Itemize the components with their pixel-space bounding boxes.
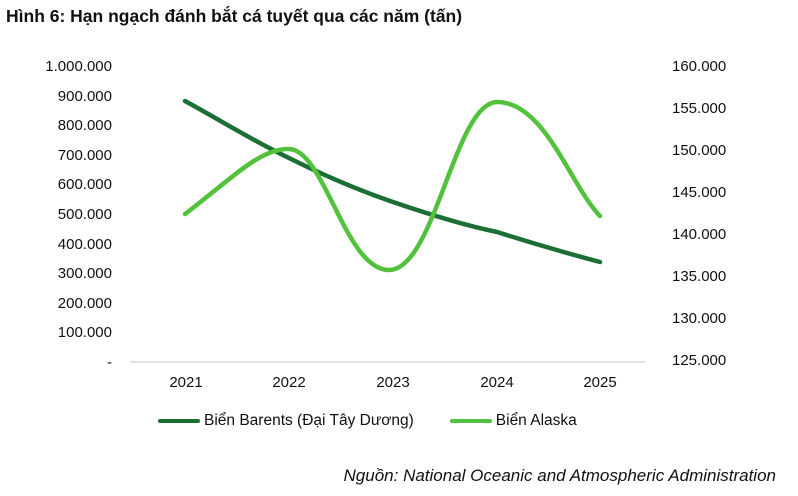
left-y-tick: 1.000.000 [45,58,112,75]
x-tick: 2021 [169,374,203,391]
right-y-tick: 140.000 [672,226,727,243]
left-y-tick: 600.000 [57,176,112,193]
left-y-tick: 800.000 [57,117,112,134]
left-y-tick: 400.000 [57,236,112,253]
legend-label: Biển Alaska [495,412,577,429]
x-tick: 2024 [480,374,514,391]
left-y-tick: 900.000 [57,88,112,105]
legend-item-alaska: Biển Alaska [449,412,577,430]
left-y-tick: 100.000 [57,324,112,341]
chart-title: Hình 6: Hạn ngạch đánh bắt cá tuyết qua … [6,6,463,26]
x-tick: 2022 [272,374,306,391]
legend: Biển Barents (Đại Tây Dương) Biển Alaska [158,412,613,430]
right-y-tick: 150.000 [672,142,727,159]
left-y-tick: 200.000 [57,295,112,312]
right-y-tick: 155.000 [672,100,727,117]
right-y-tick: 125.000 [672,352,727,369]
right-y-tick: 130.000 [672,310,727,327]
x-tick: 2023 [376,374,410,391]
legend-item-barents: Biển Barents (Đại Tây Dương) [158,412,414,430]
legend-swatch-barents [158,419,200,423]
left-y-tick: 500.000 [57,206,112,223]
legend-label: Biển Barents (Đại Tây Dương) [204,412,414,429]
series-line-alaska [182,99,603,273]
left-y-tick: - [107,354,112,371]
series-line-barents [182,98,603,265]
right-y-tick: 135.000 [672,268,727,285]
right-y-tick: 160.000 [672,58,727,75]
legend-swatch-alaska [449,419,492,423]
left-y-tick: 300.000 [57,265,112,282]
x-tick: 2025 [583,374,617,391]
source-note: Nguồn: National Oceanic and Atmospheric … [343,466,776,485]
right-y-tick: 145.000 [672,184,727,201]
left-y-tick: 700.000 [57,147,112,164]
